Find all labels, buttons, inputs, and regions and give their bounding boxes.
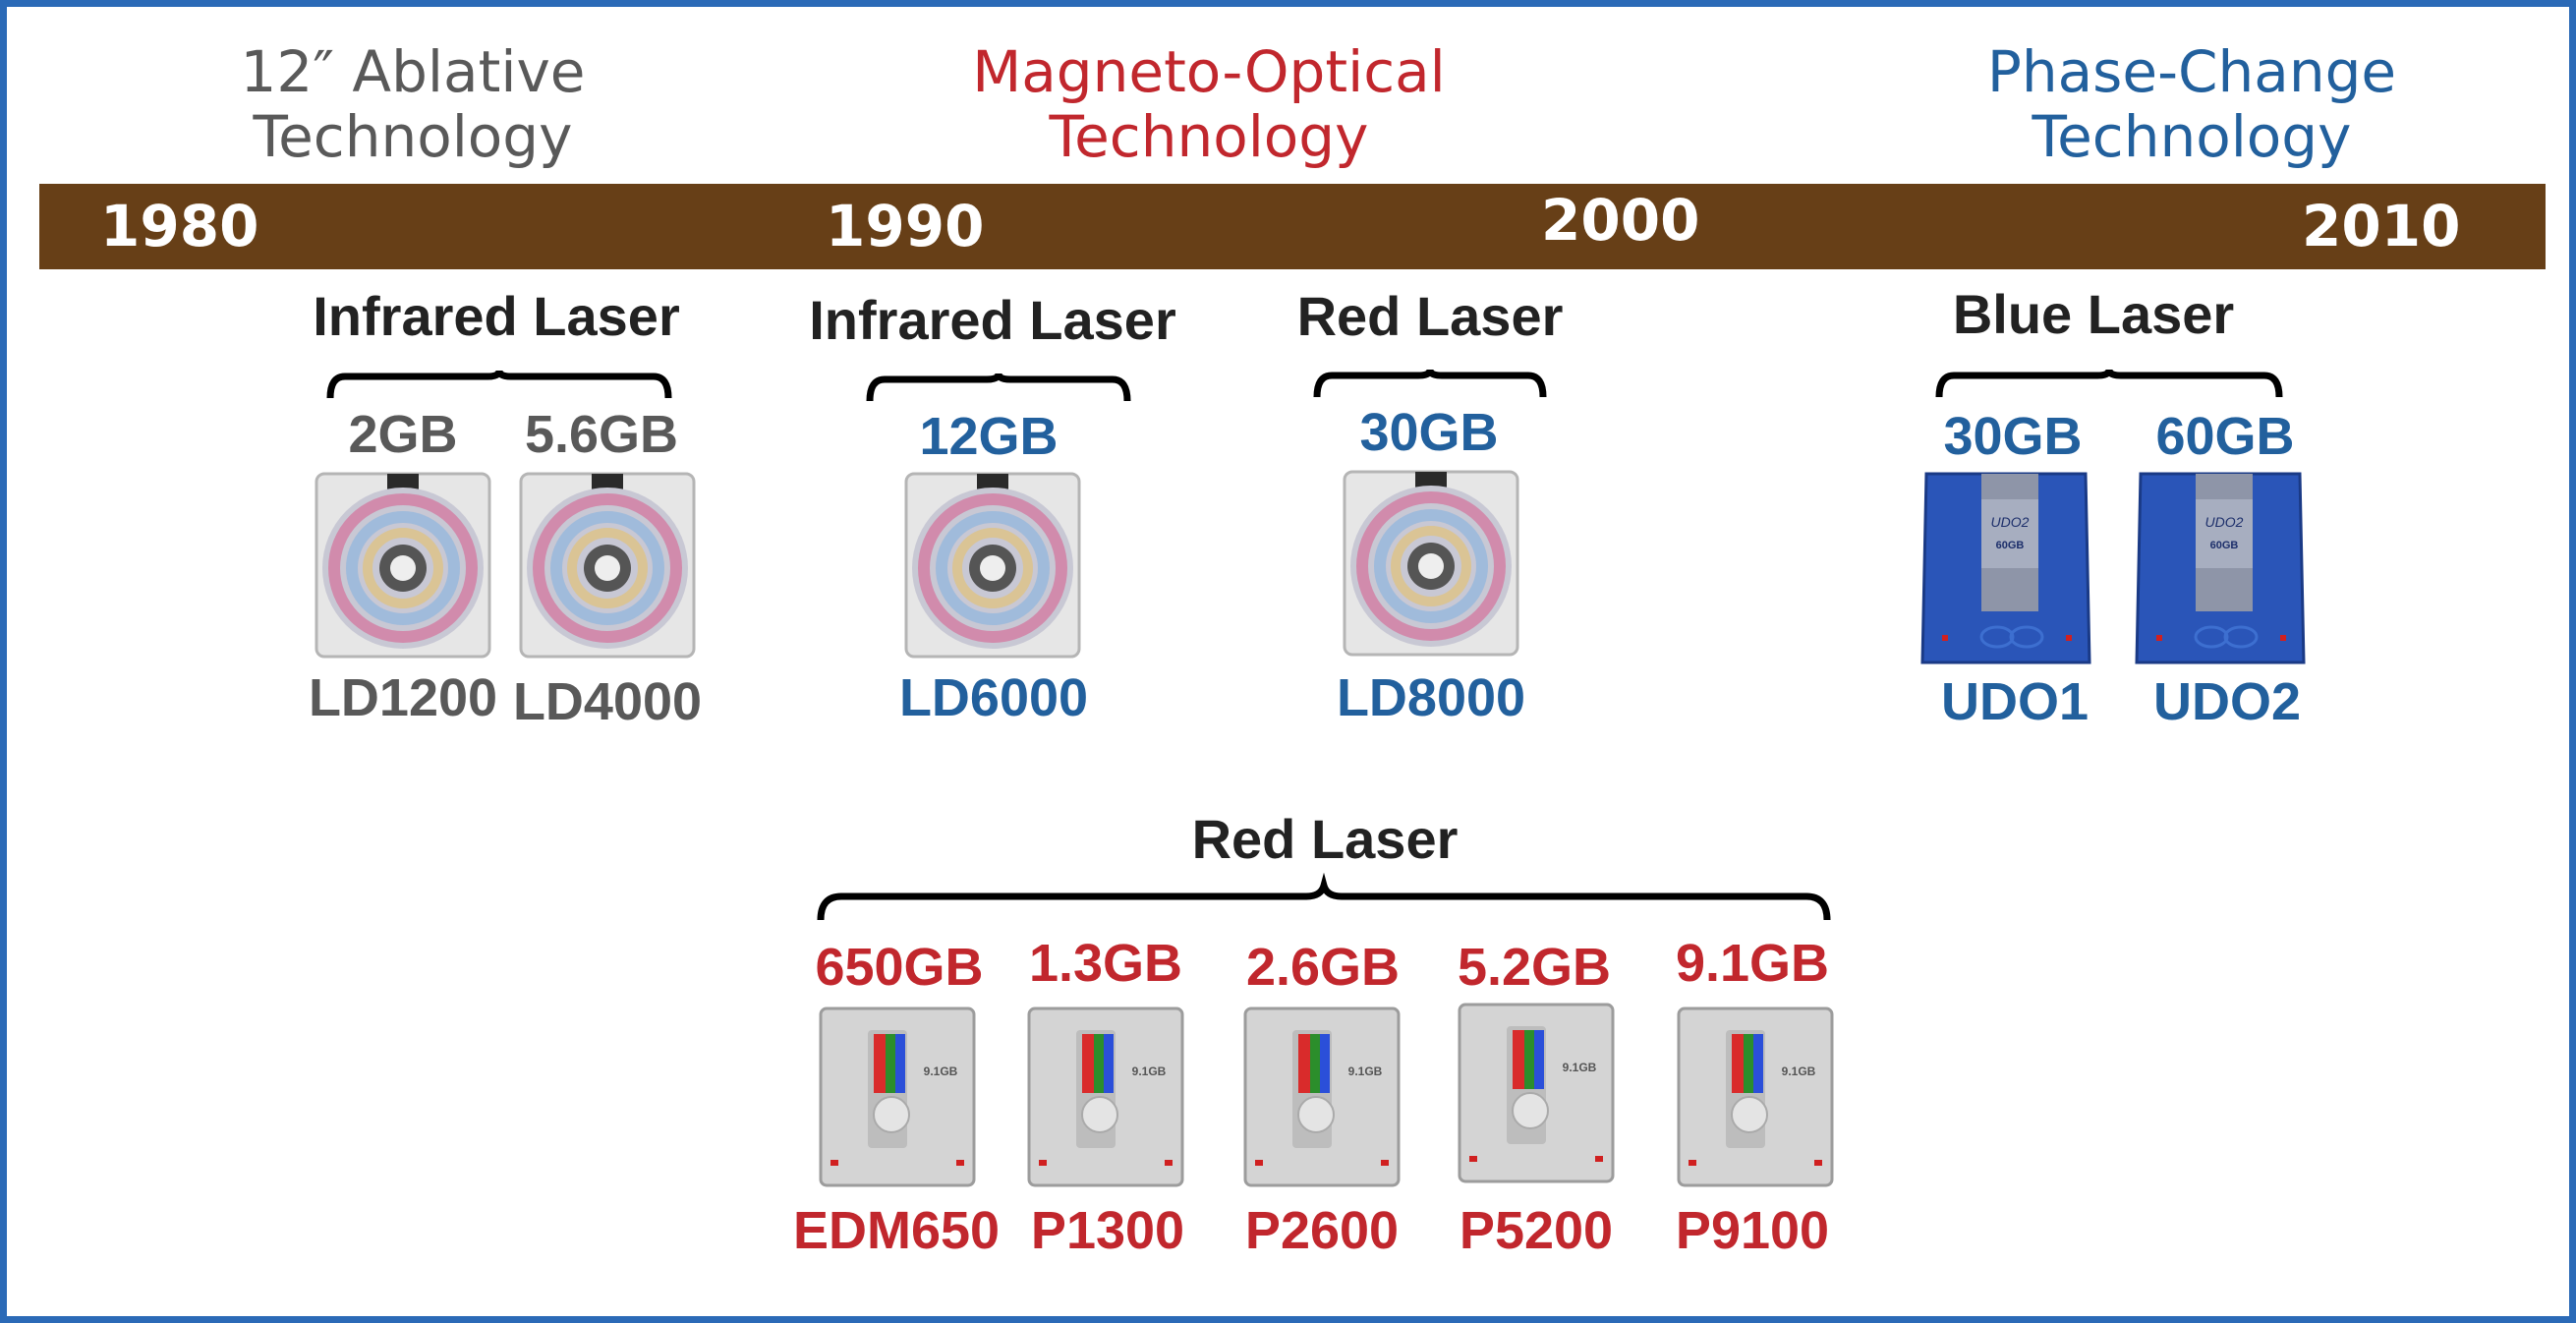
year-2000: 2000 — [1541, 187, 1700, 254]
capacity-label: 60GB — [2155, 407, 2295, 466]
capacity-label: 2.6GB — [1245, 938, 1401, 997]
group-brace-infrared-laser — [866, 373, 1131, 402]
model-label: LD4000 — [512, 672, 703, 731]
year-1990: 1990 — [826, 193, 985, 259]
model-label: EDM650 — [792, 1201, 1001, 1260]
capacity-label: 30GB — [1359, 403, 1499, 462]
tech-label-phase-change-line1: Phase-Change — [1986, 38, 2397, 105]
capacity-label: 2GB — [348, 405, 458, 464]
model-label: P5200 — [1459, 1201, 1614, 1260]
tech-label-phase-change: Phase-Change Technology — [1926, 39, 2457, 169]
timeline-band — [39, 184, 2546, 269]
capacity-label: 1.3GB — [1028, 934, 1183, 993]
mo-cartridge-icon: 9.1GB — [1677, 1007, 1834, 1187]
group-title-red-laser: Red Laser — [1296, 285, 1564, 347]
optical-disc-cartridge-icon — [1343, 470, 1519, 657]
model-label: UDO1 — [1940, 672, 2089, 731]
mo-cartridge-icon: 9.1GB — [1243, 1007, 1401, 1187]
mo-cartridge-icon: 9.1GB — [1458, 1003, 1615, 1183]
tech-label-phase-change-line2: Technology — [2032, 103, 2352, 170]
model-label: UDO2 — [2152, 672, 2302, 731]
tech-label-magneto-optical-line1: Magneto-Optical — [972, 38, 1446, 105]
model-label: P2600 — [1244, 1201, 1400, 1260]
udo-label-line2: 60GB — [1996, 540, 2025, 551]
udo-cartridge-icon: UDO2 60GB — [1920, 472, 2091, 664]
group-title-red-laser-mo: Red Laser — [1191, 808, 1459, 870]
mo-cartridge-icon: 9.1GB — [1027, 1007, 1184, 1187]
capacity-label: 5.2GB — [1457, 938, 1612, 997]
mo-cartridge-label: 9.1GB — [924, 1064, 958, 1078]
tech-label-ablative-line2: Technology — [253, 103, 573, 170]
udo-label-line1: UDO2 — [2205, 514, 2244, 530]
model-label: P1300 — [1030, 1201, 1185, 1260]
mo-cartridge-label: 9.1GB — [1348, 1064, 1383, 1078]
udo-cartridge-icon: UDO2 60GB — [2135, 472, 2306, 664]
group-brace-red-laser — [1313, 369, 1547, 398]
tech-label-magneto-optical: Magneto-Optical Technology — [894, 39, 1523, 169]
group-brace-infrared-laser-ablative — [326, 370, 672, 399]
udo-label-line2: 60GB — [2210, 540, 2239, 551]
capacity-label: 30GB — [1943, 407, 2083, 466]
model-label: P9100 — [1675, 1201, 1830, 1260]
mo-cartridge-label: 9.1GB — [1782, 1064, 1816, 1078]
capacity-label: 5.6GB — [524, 405, 679, 464]
mo-cartridge-icon: 9.1GB — [819, 1007, 976, 1187]
year-1980: 1980 — [100, 193, 259, 259]
tech-label-ablative: 12″ Ablative Technology — [177, 39, 649, 169]
group-title-infrared-laser: Infrared Laser — [809, 289, 1176, 351]
tech-label-ablative-line1: 12″ Ablative — [240, 38, 586, 105]
model-label: LD6000 — [898, 668, 1089, 727]
year-2010: 2010 — [2302, 193, 2461, 259]
tech-label-magneto-optical-line2: Technology — [1049, 103, 1369, 170]
model-label: LD8000 — [1336, 668, 1526, 727]
optical-disc-cartridge-icon — [519, 472, 696, 659]
capacity-label: 650GB — [815, 938, 984, 997]
optical-disc-cartridge-icon — [315, 472, 491, 659]
udo-label-line1: UDO2 — [1991, 514, 2030, 530]
optical-disc-cartridge-icon — [904, 472, 1081, 659]
capacity-label: 12GB — [919, 407, 1059, 466]
group-title-infrared-laser-ablative: Infrared Laser — [313, 285, 680, 347]
mo-cartridge-label: 9.1GB — [1563, 1061, 1597, 1074]
group-title-blue-laser: Blue Laser — [1952, 283, 2235, 345]
model-label: LD1200 — [308, 668, 498, 727]
capacity-label: 9.1GB — [1675, 934, 1830, 993]
mo-cartridge-label: 9.1GB — [1132, 1064, 1167, 1078]
group-brace-red-laser-mo — [817, 872, 1831, 921]
group-brace-blue-laser — [1935, 369, 2283, 398]
